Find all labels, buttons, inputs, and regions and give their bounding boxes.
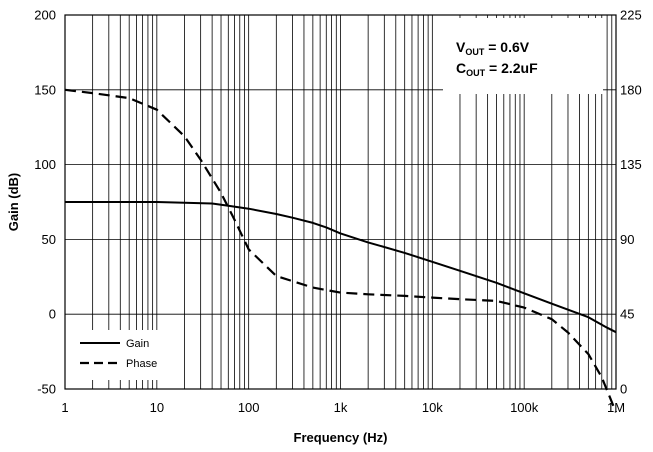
y2-tick-label: 225 <box>620 8 642 23</box>
x-tick-label: 1M <box>607 400 625 415</box>
y-tick-label: -50 <box>37 382 56 397</box>
y-tick-label: 100 <box>34 157 56 172</box>
y2-tick-labels: 0 45 90 135 180 225 <box>620 8 642 397</box>
x-tick-label: 1 <box>61 400 68 415</box>
cout-annotation: COUT = 2.2uF <box>456 60 538 78</box>
conditions-annotation: VOUT = 0.6V COUT = 2.2uF <box>443 18 603 94</box>
y2-tick-label: 135 <box>620 157 642 172</box>
series-gain-line <box>65 201 617 334</box>
x-axis-label: Frequency (Hz) <box>294 430 388 445</box>
y2-tick-label: 45 <box>620 307 634 322</box>
x-tick-label: 10 <box>150 400 164 415</box>
y-tick-label: 200 <box>34 8 56 23</box>
legend-gain-label: Gain <box>126 338 149 350</box>
series-layer <box>64 88 618 413</box>
y2-tick-label: 0 <box>620 382 627 397</box>
y-tick-labels: -50 0 50 100 150 200 <box>34 8 56 397</box>
y-axis-label: Gain (dB) <box>6 173 21 232</box>
x-tick-label: 10k <box>422 400 443 415</box>
y-tick-label: 150 <box>34 82 56 97</box>
legend-phase-label: Phase <box>126 358 157 370</box>
x-tick-labels: 1 10 100 1k 10k 100k 1M <box>61 400 625 415</box>
x-tick-label: 1k <box>334 400 348 415</box>
series-phase-line <box>64 88 618 413</box>
y2-tick-label: 180 <box>620 82 642 97</box>
x-tick-label: 100k <box>510 400 539 415</box>
y2-tick-label: 90 <box>620 232 634 247</box>
x-tick-label: 100 <box>238 400 260 415</box>
y-tick-label: 0 <box>49 307 56 322</box>
y-tick-label: 50 <box>42 232 56 247</box>
vout-annotation: VOUT = 0.6V <box>456 39 530 57</box>
legend: Gain Phase <box>70 330 168 380</box>
grid <box>65 15 616 389</box>
